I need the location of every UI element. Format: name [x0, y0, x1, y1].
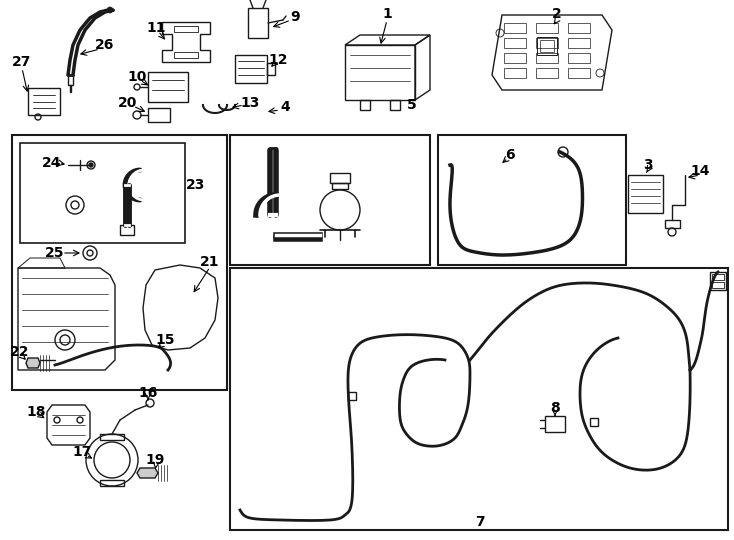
- Bar: [536, 68, 558, 78]
- Bar: [536, 53, 558, 63]
- Text: 25: 25: [46, 246, 65, 260]
- Text: 14: 14: [690, 164, 710, 178]
- Bar: [438, 135, 626, 265]
- Text: 4: 4: [280, 100, 290, 114]
- Bar: [230, 268, 728, 530]
- Bar: [540, 40, 554, 52]
- Circle shape: [558, 147, 568, 157]
- Text: 11: 11: [146, 21, 166, 35]
- Text: 6: 6: [505, 148, 515, 162]
- Text: 8: 8: [550, 401, 560, 415]
- Circle shape: [107, 7, 113, 13]
- Text: 21: 21: [200, 255, 219, 269]
- Text: 23: 23: [186, 178, 206, 192]
- Bar: [568, 53, 590, 63]
- Polygon shape: [26, 358, 40, 368]
- Text: 22: 22: [10, 345, 30, 359]
- Bar: [536, 38, 558, 48]
- Text: 17: 17: [73, 445, 92, 459]
- Bar: [12, 135, 227, 390]
- Circle shape: [89, 163, 93, 167]
- Bar: [537, 37, 557, 55]
- Text: 10: 10: [127, 70, 147, 84]
- Text: 12: 12: [268, 53, 288, 67]
- Text: 26: 26: [95, 38, 115, 52]
- Text: 9: 9: [290, 10, 299, 24]
- Bar: [504, 53, 526, 63]
- Text: 18: 18: [26, 405, 46, 419]
- Text: 20: 20: [118, 96, 138, 110]
- Text: 27: 27: [12, 55, 32, 69]
- Text: 15: 15: [156, 333, 175, 347]
- Text: 1: 1: [382, 7, 392, 21]
- Bar: [230, 135, 430, 265]
- Polygon shape: [137, 468, 158, 478]
- Bar: [628, 175, 663, 213]
- Circle shape: [87, 161, 95, 169]
- Bar: [504, 68, 526, 78]
- Text: 2: 2: [552, 7, 562, 21]
- Text: 5: 5: [407, 98, 417, 112]
- Bar: [504, 38, 526, 48]
- Bar: [568, 68, 590, 78]
- Text: 24: 24: [43, 156, 62, 170]
- Text: 16: 16: [138, 386, 158, 400]
- Bar: [568, 23, 590, 33]
- Text: 19: 19: [145, 453, 164, 467]
- Bar: [20, 143, 185, 243]
- Text: 7: 7: [475, 515, 485, 529]
- Bar: [568, 38, 590, 48]
- Text: 13: 13: [240, 96, 260, 110]
- Bar: [536, 23, 558, 33]
- Bar: [504, 23, 526, 33]
- Text: 3: 3: [643, 158, 653, 172]
